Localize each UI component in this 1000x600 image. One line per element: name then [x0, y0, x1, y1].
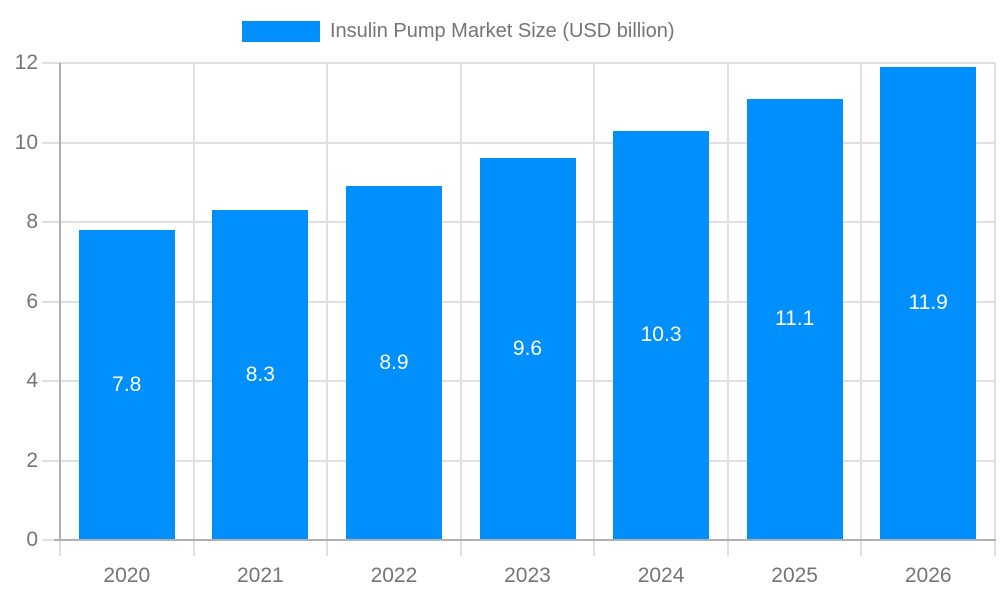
plot-area: 0 2 4 6 8 10 12 7.8 8.3 8.9 9.6 10.3 11.1 11.9 2020 202… — [15, 51, 996, 587]
legend-swatch — [242, 21, 320, 42]
x-tick-label-2022: 2022 — [370, 564, 418, 587]
x-gridline — [459, 63, 462, 556]
bar-2020[interactable] — [78, 229, 175, 540]
y-tick-label: 8 — [26, 210, 38, 233]
x-tick-label-2025: 2025 — [771, 564, 818, 587]
y-gridline — [42, 62, 995, 64]
x-gridline — [593, 63, 596, 556]
y-tick-label: 6 — [26, 289, 38, 313]
bar-2021[interactable] — [212, 210, 309, 540]
bar-2025[interactable] — [746, 98, 843, 540]
x-tick-label-2021: 2021 — [236, 564, 284, 587]
chart-legend[interactable]: Insulin Pump Market Size (USD billion) — [242, 20, 675, 43]
legend-label: Insulin Pump Market Size (USD billion) — [330, 20, 675, 42]
bar-value-label: 10.3 — [640, 323, 682, 347]
y-gridline — [42, 141, 995, 144]
x-tick-label-2020: 2020 — [103, 564, 151, 587]
bar-2023[interactable] — [479, 158, 576, 540]
y-tick-label: 4 — [26, 369, 38, 392]
x-axis-line — [54, 539, 996, 541]
bar-value-label: 11.9 — [908, 291, 948, 315]
bar-value-label: 7.8 — [112, 372, 142, 396]
x-gridline — [326, 63, 329, 556]
bar-2026[interactable] — [880, 66, 977, 540]
bar-value-label: 11.1 — [774, 307, 815, 331]
x-gridline — [994, 63, 996, 556]
x-gridline — [192, 63, 195, 556]
y-tick-label: 12 — [14, 51, 38, 74]
bar-2024[interactable] — [613, 130, 710, 540]
x-tick-label-2026: 2026 — [904, 564, 952, 587]
y-axis-line — [59, 63, 61, 540]
y-tick-label: 0 — [26, 528, 38, 551]
bar-value-label: 8.3 — [245, 363, 275, 387]
x-gridline — [860, 63, 863, 556]
x-gridline — [726, 63, 729, 556]
bar-value-label: 9.6 — [512, 337, 543, 361]
x-tick-label-2023: 2023 — [504, 564, 551, 587]
x-tick-label-2024: 2024 — [637, 564, 685, 587]
y-tick-label: 2 — [26, 448, 38, 472]
bar-2022[interactable] — [345, 186, 442, 540]
y-tick-label: 10 — [14, 130, 38, 154]
bar-value-label: 8.9 — [379, 351, 409, 375]
